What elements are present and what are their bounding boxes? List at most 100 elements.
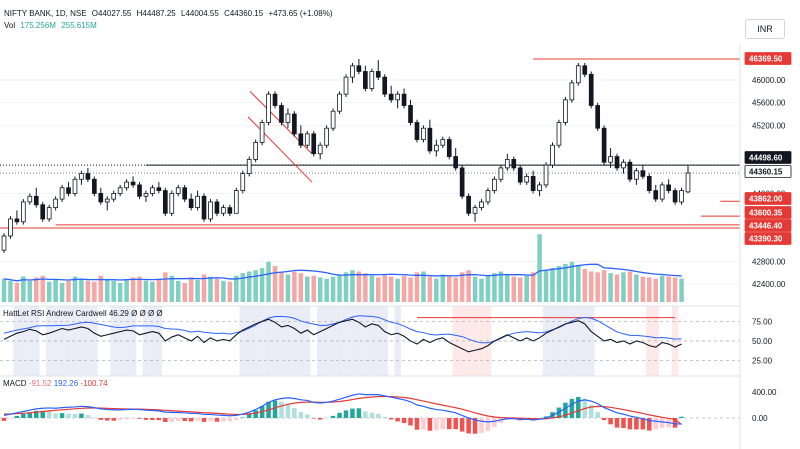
volume-bar [175, 280, 181, 302]
rsi-tick: 25.00 [752, 356, 773, 365]
macd-histogram-bar [272, 400, 278, 418]
macd-histogram-bar [79, 413, 84, 418]
macd-histogram-bar [640, 418, 646, 430]
rsi-zone [452, 306, 459, 376]
macd-histogram-bar [156, 418, 162, 421]
candle-body [240, 173, 246, 191]
candle-body [53, 198, 58, 209]
candle-body [72, 178, 78, 194]
macd-histogram-bar [324, 418, 329, 419]
macd-histogram-bar [246, 414, 252, 418]
candle-body [621, 161, 626, 169]
macd-histogram-bar [459, 418, 465, 432]
macd-histogram-bar [395, 418, 400, 422]
macd-histogram-bar [472, 418, 478, 434]
volume-bar [492, 273, 497, 302]
macd-histogram-bar [40, 410, 45, 418]
currency-button[interactable]: INR [745, 19, 785, 39]
macd-histogram-bar [298, 412, 304, 418]
candle-body [46, 207, 52, 220]
candle-body [162, 190, 168, 214]
candle-body [427, 127, 433, 152]
macd-histogram-bar [414, 418, 420, 430]
candle-body [208, 201, 213, 220]
volume-bar [266, 261, 271, 302]
volume-bar [608, 273, 613, 302]
volume-bar [21, 276, 26, 302]
price-tick: 42800.00 [752, 257, 786, 266]
rsi-tick: 75.00 [752, 318, 773, 327]
candle-body [517, 167, 523, 183]
rsi-zone [271, 306, 279, 376]
volume-bar [40, 275, 45, 302]
candle-body [459, 167, 465, 197]
price-badge [744, 192, 792, 205]
volume-bar [601, 270, 607, 302]
volume-bar [8, 280, 13, 302]
volume-bar [421, 271, 426, 302]
volume-bar [14, 282, 20, 302]
macd-histogram-bar [292, 407, 297, 418]
volume-bar [614, 274, 620, 302]
volume-bar [279, 272, 284, 302]
rsi-legend[interactable]: HattLet RSI Andrew Cardwell 46.29 Ø Ø Ø … [3, 309, 163, 318]
candle-body [59, 187, 65, 200]
candle-body [634, 170, 639, 180]
volume-bar [305, 276, 310, 302]
macd-tick: 400.00 [752, 388, 777, 397]
price-tick: 46000.00 [752, 76, 786, 85]
macd-histogram-bar [137, 418, 142, 419]
gridlines [0, 79, 740, 285]
macd-histogram-bar [169, 418, 175, 422]
rsi-zone [84, 306, 92, 376]
volume-bar [188, 277, 194, 302]
symbol-label[interactable]: NIFTY BANK, 1D, NSE [4, 9, 87, 18]
volume-bar [647, 277, 652, 302]
macd-histogram-bar [111, 418, 116, 421]
volume-bar [563, 263, 568, 302]
candle-body [201, 195, 207, 220]
candle-body [8, 218, 13, 237]
macd-histogram-bar [569, 398, 575, 418]
candle-body [653, 190, 659, 200]
candle-body [298, 133, 304, 146]
candle-body [169, 193, 175, 214]
macd-histogram-bar [72, 413, 78, 418]
rsi-zone [245, 306, 253, 376]
candle-body [285, 113, 291, 123]
macd-histogram-bar [234, 418, 239, 421]
candle-body [343, 76, 349, 95]
volume-bar [556, 266, 562, 302]
macd-histogram-bar [627, 418, 633, 430]
rsi-zone [329, 306, 337, 376]
volume-bar [376, 277, 381, 302]
macd-legend[interactable]: MACD -91.52 192.26 -100.74 [3, 379, 108, 388]
candle-body [627, 161, 633, 180]
volume-bar [588, 271, 594, 302]
rsi-zone [671, 306, 679, 376]
macd-histogram-bar [330, 415, 336, 418]
macd-histogram-bar [363, 411, 368, 418]
macd-line-value: 192.26 [53, 379, 79, 388]
candle-body [679, 190, 684, 203]
candle-body [1, 235, 7, 251]
candle-body [453, 156, 459, 169]
candle-body [124, 181, 129, 189]
candle-body [40, 204, 46, 220]
candle-body [530, 176, 536, 191]
macd-histogram-bar [240, 417, 246, 418]
candle-body [324, 127, 329, 146]
price-badge [744, 219, 792, 232]
volume-bar [330, 276, 336, 302]
volume-ma-line [3, 263, 682, 282]
candle-body [14, 218, 20, 223]
price-badge-label: 43446.40 [749, 222, 783, 231]
price-badge-label: 43390.30 [749, 235, 783, 244]
candle-body [363, 71, 368, 89]
candle-body [556, 122, 562, 146]
candle-body [253, 141, 258, 160]
price-badge-label: 46369.50 [749, 55, 783, 64]
vol-label[interactable]: Vol [4, 21, 16, 30]
candle-body [292, 113, 297, 135]
